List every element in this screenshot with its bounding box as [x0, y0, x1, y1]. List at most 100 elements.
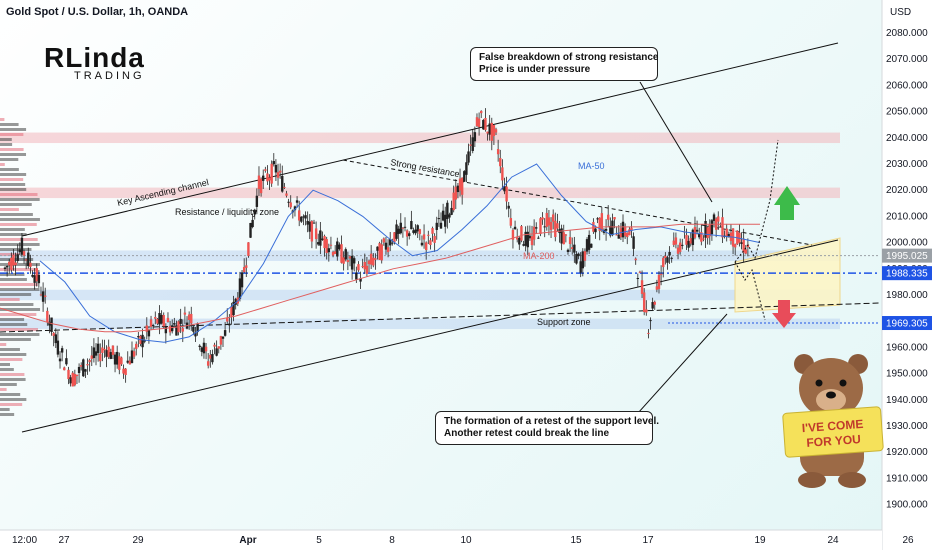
candle-body: [166, 317, 170, 323]
annotation-3: MA-50: [578, 161, 605, 171]
zone-0: [0, 132, 840, 144]
candle-body: [171, 325, 174, 332]
candle-body: [27, 252, 30, 267]
candle-body: [676, 247, 680, 254]
candle-body: [431, 228, 434, 234]
candle-body: [111, 345, 115, 355]
volume-bar: [0, 188, 27, 191]
callout1-pointer: [639, 81, 713, 203]
candle-body: [120, 357, 123, 365]
candle-body: [217, 346, 220, 349]
candle-body: [482, 120, 485, 130]
candle-body: [615, 234, 618, 236]
candle-body: [725, 228, 728, 237]
candle-body: [194, 332, 197, 337]
candle-body: [585, 239, 589, 252]
candle-body: [300, 216, 303, 222]
candle-body: [314, 228, 318, 240]
candle-body: [403, 226, 407, 228]
candle-body: [704, 220, 707, 238]
volume-bar: [0, 338, 31, 341]
candle-body: [422, 234, 426, 240]
forecast-up-path: [734, 139, 779, 263]
candle-body: [238, 278, 242, 299]
candle-body: [532, 226, 536, 240]
candle-body: [621, 221, 625, 238]
candle-body: [454, 186, 458, 200]
candle-body: [448, 214, 451, 218]
price-label-bg-2: [882, 316, 932, 331]
candle-body: [581, 251, 584, 269]
volume-bar: [0, 408, 10, 411]
volume-bar: [0, 378, 26, 381]
candle-body: [632, 236, 635, 249]
candle-body: [268, 177, 271, 181]
candle-body: [130, 350, 134, 364]
price-label-2: 1969.305: [886, 319, 928, 330]
candle-body: [44, 295, 47, 297]
candle-body: [126, 360, 129, 363]
candle-body: [56, 340, 60, 355]
candle-body: [276, 172, 280, 178]
candle-body: [149, 319, 153, 327]
annotation-5: Support zone: [537, 317, 591, 327]
candle-body: [211, 354, 214, 363]
candle-body: [740, 242, 743, 245]
candle-body: [77, 366, 81, 373]
candle-body: [84, 369, 87, 372]
candle-body: [31, 274, 34, 277]
candle-body: [522, 244, 525, 246]
candle-body: [251, 219, 254, 228]
candle-body: [323, 236, 326, 249]
candle-body: [645, 309, 648, 313]
candle-body: [399, 222, 402, 234]
volume-bar: [0, 148, 24, 151]
candle-body: [3, 267, 7, 270]
candle-body: [547, 217, 551, 226]
candle-body: [606, 214, 610, 220]
candle-body: [50, 317, 53, 332]
candle-body: [414, 229, 417, 234]
candle-body: [285, 193, 288, 196]
candle-body: [353, 258, 356, 264]
bearish-arrow-icon: [772, 300, 796, 328]
candle-body: [22, 251, 26, 256]
x-tick-label: 8: [389, 535, 395, 546]
candle-body: [427, 234, 430, 236]
volume-bar: [0, 273, 25, 276]
candle-body: [325, 239, 328, 254]
candle-body: [456, 185, 460, 193]
candle-body: [164, 326, 168, 334]
candle-body: [738, 232, 741, 243]
y-tick-label: 2050.000: [886, 107, 928, 118]
candle-body: [20, 237, 24, 255]
logo-main-text: RLinda: [44, 42, 145, 73]
candle-body: [488, 123, 491, 135]
candle-body: [710, 220, 714, 235]
candle-body: [319, 230, 322, 246]
candle-body: [287, 201, 290, 203]
candle-body: [395, 224, 398, 239]
candle-body: [69, 377, 72, 384]
candle-body: [219, 336, 223, 345]
candle-body: [376, 246, 379, 251]
candle-body: [92, 347, 96, 359]
candle-body: [424, 242, 428, 251]
bear-sign-line1: I'VE COME: [801, 417, 863, 435]
volume-bar: [0, 143, 13, 146]
y-tick-label: 2080.000: [886, 28, 928, 39]
volume-bar: [0, 278, 27, 281]
candle-body: [259, 178, 263, 194]
candle-body: [742, 238, 745, 253]
y-tick-label: 2070.000: [886, 54, 928, 65]
candle-body: [463, 171, 466, 182]
candle-body: [367, 260, 371, 265]
volume-bar: [0, 268, 37, 271]
candle-body: [439, 222, 443, 229]
volume-bar: [0, 328, 39, 331]
volume-bar: [0, 353, 27, 356]
volume-bar: [0, 298, 20, 301]
candle-body: [571, 247, 574, 249]
candle-body: [575, 253, 578, 264]
candle-body: [151, 325, 155, 327]
